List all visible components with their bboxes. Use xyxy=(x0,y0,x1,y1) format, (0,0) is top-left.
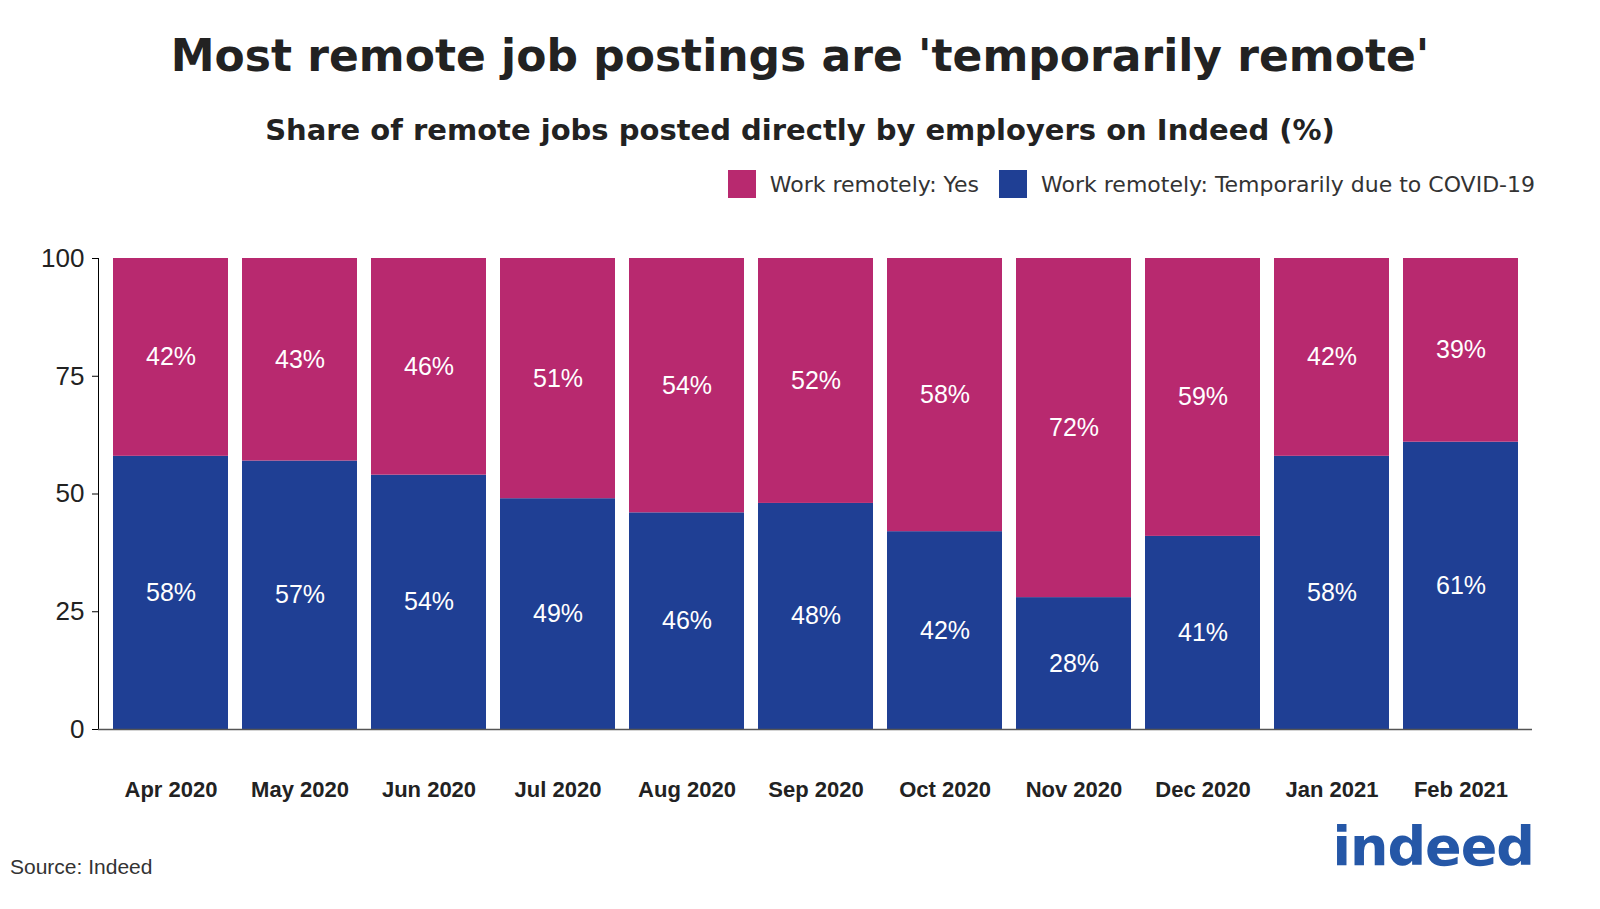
svg-text:Jul 2020: Jul 2020 xyxy=(515,777,602,802)
svg-text:42%: 42% xyxy=(1307,342,1357,370)
svg-text:25: 25 xyxy=(56,596,85,626)
svg-text:42%: 42% xyxy=(920,616,970,644)
svg-text:50: 50 xyxy=(56,478,85,508)
svg-text:Nov 2020: Nov 2020 xyxy=(1026,777,1123,802)
svg-text:43%: 43% xyxy=(275,345,325,373)
svg-text:57%: 57% xyxy=(275,580,325,608)
html-text:Share of remote jobs posted di: Share of remote jobs posted directly by … xyxy=(265,113,1335,147)
html-text:Most remote job postings are ': Most remote job postings are 'temporaril… xyxy=(170,30,1430,81)
svg-text:51%: 51% xyxy=(533,364,583,392)
svg-text:39%: 39% xyxy=(1436,335,1486,363)
svg-text:75: 75 xyxy=(56,361,85,391)
html-text:indeed: indeed xyxy=(1332,815,1534,878)
svg-text:Aug 2020: Aug 2020 xyxy=(638,777,736,802)
svg-text:58%: 58% xyxy=(920,380,970,408)
svg-text:Apr 2020: Apr 2020 xyxy=(125,777,218,802)
svg-text:52%: 52% xyxy=(791,366,841,394)
svg-text:42%: 42% xyxy=(146,342,196,370)
svg-text:59%: 59% xyxy=(1178,382,1228,410)
svg-text:49%: 49% xyxy=(533,599,583,627)
svg-text:58%: 58% xyxy=(146,578,196,606)
svg-text:Jan 2021: Jan 2021 xyxy=(1286,777,1379,802)
svg-text:Jun 2020: Jun 2020 xyxy=(382,777,476,802)
svg-text:Sep 2020: Sep 2020 xyxy=(768,777,863,802)
svg-text:48%: 48% xyxy=(791,601,841,629)
svg-text:58%: 58% xyxy=(1307,578,1357,606)
svg-text:Feb 2021: Feb 2021 xyxy=(1414,777,1508,802)
svg-text:Dec 2020: Dec 2020 xyxy=(1155,777,1250,802)
svg-text:54%: 54% xyxy=(404,587,454,615)
html-text:Source: Indeed: Source: Indeed xyxy=(10,855,153,878)
svg-text:46%: 46% xyxy=(404,352,454,380)
html-text:Work remotely: Temporarily due: Work remotely: Temporarily due to COVID-… xyxy=(1041,171,1535,197)
svg-text:41%: 41% xyxy=(1178,618,1228,646)
svg-text:100: 100 xyxy=(41,243,84,273)
svg-text:46%: 46% xyxy=(662,606,712,634)
svg-text:0: 0 xyxy=(70,714,84,744)
svg-text:61%: 61% xyxy=(1436,571,1486,599)
svg-text:May 2020: May 2020 xyxy=(251,777,349,802)
svg-text:72%: 72% xyxy=(1049,413,1099,441)
html-text:Work remotely: Yes: Work remotely: Yes xyxy=(769,171,980,197)
svg-text:54%: 54% xyxy=(662,371,712,399)
svg-text:Oct 2020: Oct 2020 xyxy=(899,777,991,802)
svg-text:28%: 28% xyxy=(1049,649,1099,677)
